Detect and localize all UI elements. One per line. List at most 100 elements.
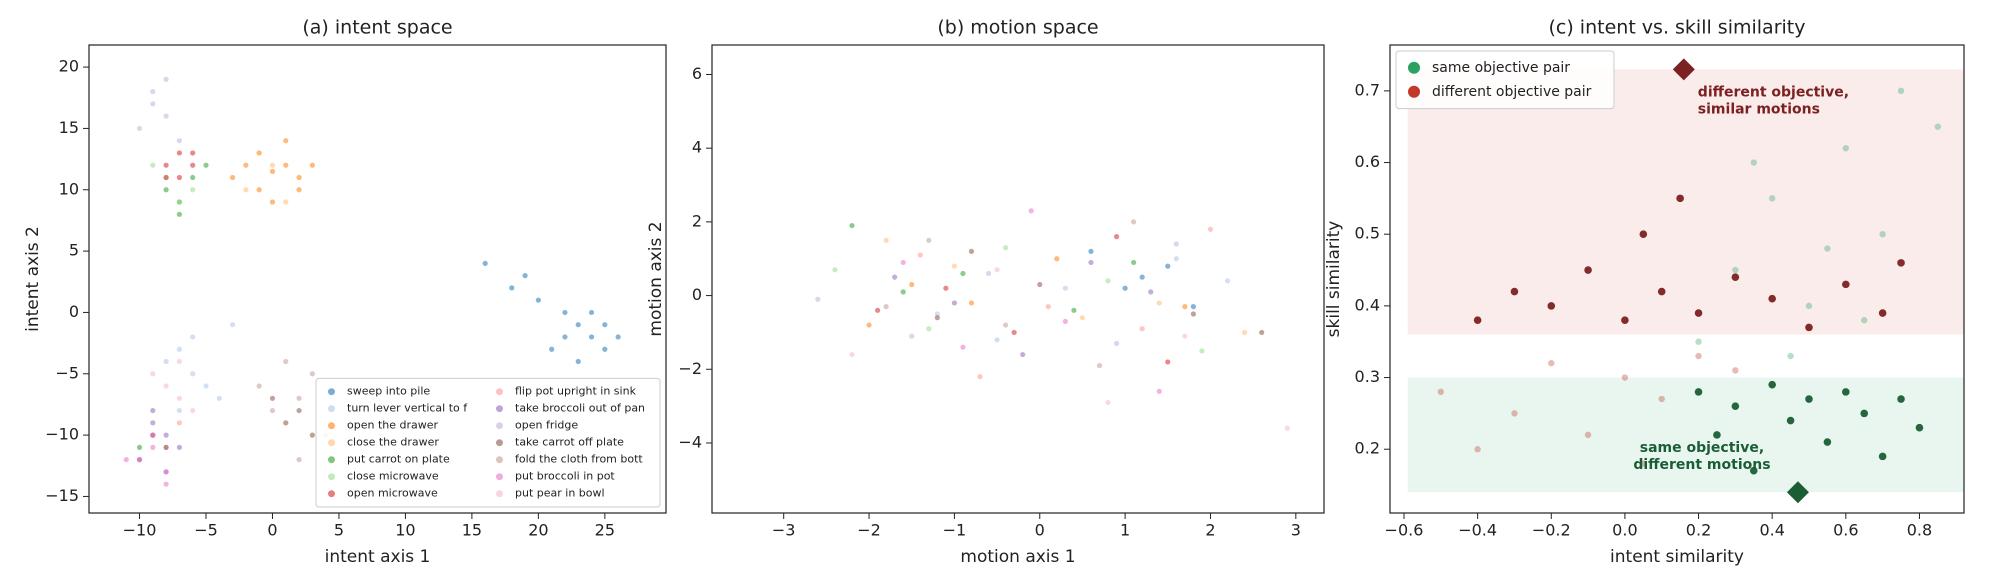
point: [1071, 307, 1077, 313]
legend-label: open microwave: [347, 487, 438, 500]
x-tick-label: −10: [123, 521, 157, 540]
annotation: different objective,: [1698, 84, 1849, 100]
point: [296, 174, 302, 181]
point: [900, 259, 906, 266]
y-tick-label: 6: [692, 64, 702, 83]
point: [535, 297, 541, 303]
x-tick-label: −0.2: [1532, 521, 1571, 540]
point: [1182, 333, 1188, 339]
point: [588, 334, 595, 340]
point: [216, 395, 222, 401]
point: [1105, 278, 1111, 284]
legend-label: close the drawer: [347, 436, 439, 449]
point: [1165, 359, 1171, 365]
point: [123, 457, 129, 463]
x-tick-label: −0.4: [1458, 521, 1497, 540]
point: [163, 113, 169, 119]
legend-label: close microwave: [347, 470, 439, 483]
point: [1842, 145, 1850, 152]
x-tick-label: 0.6: [1833, 521, 1858, 540]
y-tick-label: 20: [59, 57, 79, 76]
point: [1113, 234, 1120, 240]
point: [909, 333, 915, 339]
y-tick-label: 0.6: [1355, 152, 1380, 171]
point: [176, 395, 183, 401]
point: [1897, 395, 1905, 403]
point: [190, 334, 196, 340]
legend-label: sweep into pile: [347, 385, 430, 398]
annotation: different motions: [1633, 457, 1770, 473]
x-tick-label: 15: [462, 521, 482, 540]
point: [203, 383, 209, 389]
point: [994, 337, 1000, 343]
point: [1207, 226, 1214, 232]
point: [190, 187, 196, 193]
point: [163, 469, 169, 475]
y-tick-label: 5: [69, 241, 79, 260]
chart-title: (a) intent space: [302, 17, 452, 39]
legend-label: take broccoli out of pan: [515, 402, 645, 415]
panel: (b) motion space motion axis 1 motion axis…: [646, 17, 1325, 567]
point: [1694, 309, 1703, 317]
plot-frame: [1389, 44, 1965, 514]
point: [934, 315, 940, 321]
y-tick-label: 0: [692, 285, 702, 304]
point: [150, 444, 156, 450]
point: [176, 138, 183, 144]
point: [1242, 329, 1248, 336]
legend-marker: [496, 405, 503, 413]
legend-label: fold the cloth from bott: [515, 453, 643, 466]
point: [269, 168, 276, 174]
point: [1824, 245, 1831, 252]
point: [602, 346, 608, 352]
x-axis-label: motion axis 1: [960, 547, 1075, 567]
point: [163, 187, 169, 193]
point: [163, 76, 169, 82]
point: [1510, 287, 1519, 296]
x-tick-label: −1: [943, 521, 967, 540]
panel: (a) intent space intent axis 1 intent axis…: [23, 17, 667, 567]
legend-label: turn lever vertical to f: [347, 402, 468, 415]
x-tick-label: 0.8: [1907, 521, 1932, 540]
y-tick-label: −2: [678, 359, 702, 378]
legend-marker: [328, 388, 335, 396]
diamond-marker: [1672, 58, 1695, 81]
point: [602, 322, 608, 328]
point: [176, 407, 183, 414]
point: [1878, 309, 1887, 317]
point: [1088, 259, 1094, 266]
point: [296, 457, 302, 463]
point: [1156, 300, 1162, 306]
point: [1768, 294, 1776, 303]
panel: (c) intent vs. skill similarity intent si…: [1324, 17, 1965, 567]
point: [1915, 423, 1924, 432]
annotation: same objective,: [1640, 440, 1764, 456]
legend-label: different objective pair: [1432, 84, 1592, 100]
point: [1732, 266, 1739, 274]
legend-marker: [496, 439, 503, 447]
point: [1062, 285, 1068, 291]
point: [1547, 302, 1556, 310]
point: [562, 334, 568, 340]
legend-marker: [496, 456, 503, 464]
point: [575, 322, 581, 328]
point: [190, 162, 196, 168]
point: [1131, 259, 1137, 266]
point: [977, 374, 983, 380]
point: [1713, 431, 1721, 439]
point: [296, 187, 302, 193]
point: [588, 309, 595, 316]
plot-frame: [88, 44, 667, 514]
point: [150, 89, 156, 95]
point: [309, 371, 315, 377]
point: [509, 285, 515, 291]
point: [163, 444, 169, 450]
point: [1731, 402, 1740, 411]
point: [951, 300, 958, 306]
point: [1584, 266, 1592, 274]
y-tick-label: 0.4: [1355, 295, 1380, 314]
legend-marker: [328, 422, 335, 430]
y-tick-label: −4: [678, 432, 702, 451]
point: [1020, 351, 1026, 358]
x-axis-label: intent axis 1: [325, 547, 431, 567]
